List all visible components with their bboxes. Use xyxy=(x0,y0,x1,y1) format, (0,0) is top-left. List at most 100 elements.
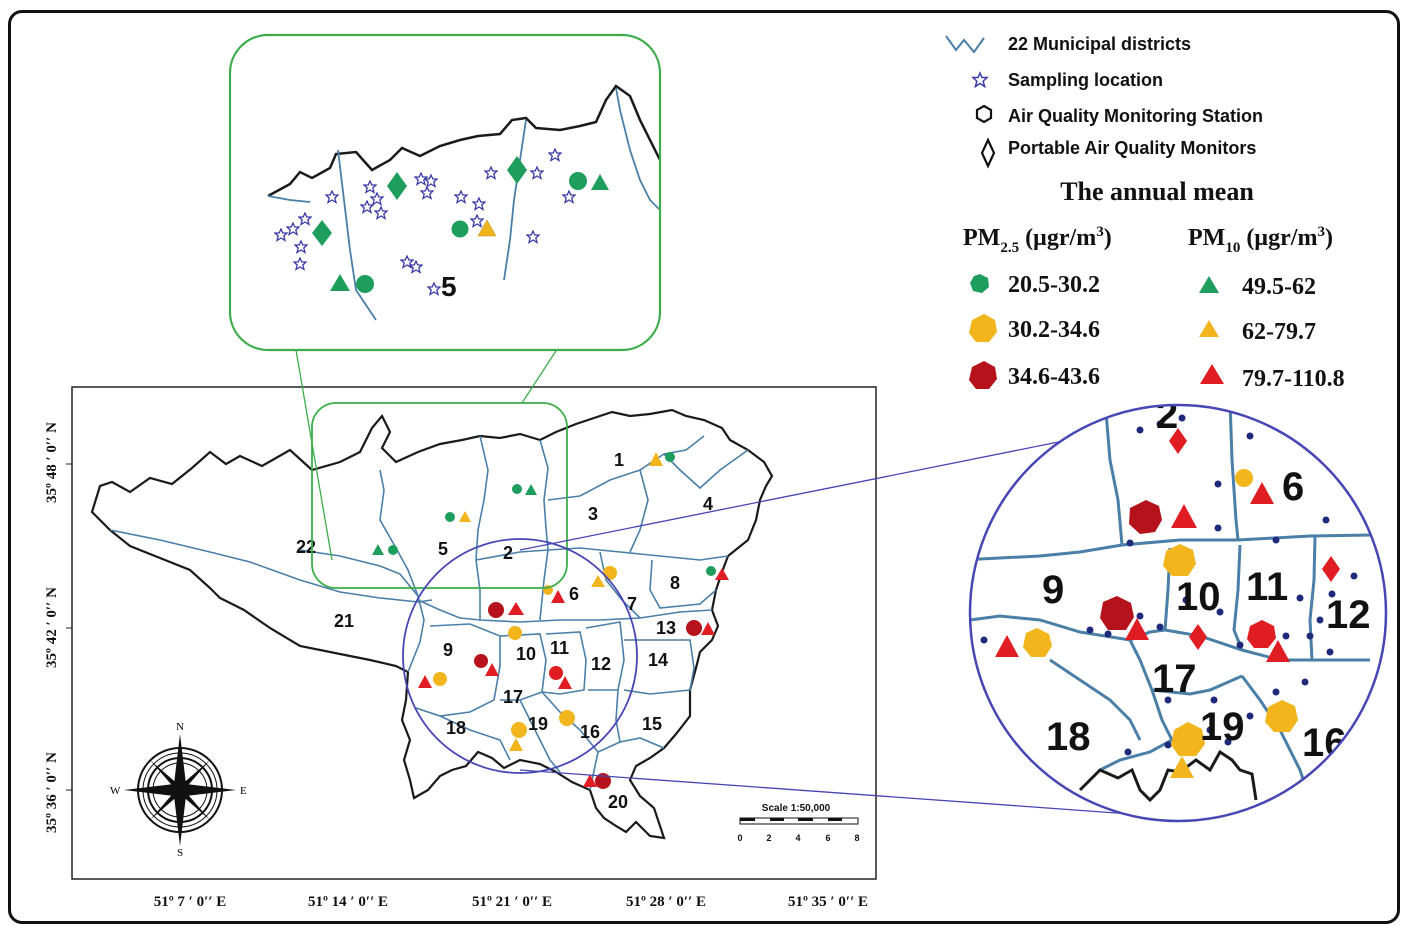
pm10-class-label: 79.7-110.8 xyxy=(1242,366,1345,392)
scale-title: Scale 1:50,000 xyxy=(762,803,831,814)
pm25-marker xyxy=(388,545,398,555)
district-label: 6 xyxy=(569,584,579,604)
legend-item-label: 22 Municipal districts xyxy=(1008,34,1191,54)
pm10-marker xyxy=(649,452,663,466)
pm10-header: PM10 (µgr/m3) xyxy=(1188,224,1333,256)
pm10-class-label: 62-79.7 xyxy=(1242,319,1316,345)
pm10-marker xyxy=(558,676,572,689)
right-inset: 2 6 9 10 11 12 17 18 19 16 xyxy=(968,393,1388,823)
scale-tick: 8 xyxy=(854,833,859,843)
map-panel xyxy=(71,386,877,880)
scale-tick: 6 xyxy=(825,833,830,843)
inset-district-label: 6 xyxy=(1282,465,1304,509)
district-label: 3 xyxy=(588,504,598,524)
inset-district-label: 10 xyxy=(1176,575,1221,619)
district-label: 15 xyxy=(642,714,662,734)
pm10-marker xyxy=(583,774,597,787)
inset-district-label: 2 xyxy=(1156,393,1178,437)
pm10-class-icon xyxy=(1199,276,1219,293)
pm10-marker xyxy=(591,575,605,587)
district-label: 19 xyxy=(528,714,548,734)
district-label: 4 xyxy=(703,494,713,514)
sampling-stars xyxy=(980,414,1358,756)
pm25-class-icon xyxy=(970,274,989,293)
district-label: 21 xyxy=(334,611,354,631)
compass-rose-icon: N S E W xyxy=(110,721,247,859)
district-label: 12 xyxy=(591,654,611,674)
pm25-marker xyxy=(686,620,702,636)
scale-tick: 4 xyxy=(795,833,800,843)
pm25-marker xyxy=(603,566,617,580)
pm10-marker xyxy=(372,544,384,555)
pm25-marker xyxy=(508,626,522,640)
compass-w: W xyxy=(110,785,121,797)
pm10-marker xyxy=(508,602,524,615)
inset-district-label: 19 xyxy=(1200,705,1245,749)
pm10-marker xyxy=(525,484,537,495)
pm10-class-icon xyxy=(1199,320,1219,337)
legend-subtitle: The annual mean xyxy=(1060,177,1254,206)
pm10-marker xyxy=(715,568,729,580)
lon-label: 51º 7 ′ 0′′ E xyxy=(154,894,227,910)
latitude-labels: 35º 48 ′ 0′′ N 35º 42 ′ 0′′ N 35º 36 ′ 0… xyxy=(44,422,60,833)
pm10-marker xyxy=(418,675,432,688)
district-label: 11 xyxy=(550,638,569,658)
district-label: 22 xyxy=(296,537,316,557)
pm25-marker xyxy=(511,722,527,738)
pm25-class-icon xyxy=(969,314,997,342)
pm25-marker xyxy=(549,666,563,680)
pm10-class-label: 49.5-62 xyxy=(1242,274,1316,300)
district-label: 2 xyxy=(503,543,513,563)
longitude-labels: 51º 7 ′ 0′′ E 51º 14 ′ 0′′ E 51º 21 ′ 0′… xyxy=(154,894,868,910)
city-boundary xyxy=(90,408,774,840)
compass-e: E xyxy=(240,785,247,797)
legend-item-label: Sampling location xyxy=(1008,70,1163,90)
pm25-marker xyxy=(706,566,716,576)
district-label: 10 xyxy=(516,644,536,664)
district-label: 5 xyxy=(438,539,448,559)
pm25-marker xyxy=(433,672,447,686)
star-icon xyxy=(971,71,989,89)
pm10-marker xyxy=(701,622,715,635)
district-label: 20 xyxy=(608,792,628,812)
pm25-marker xyxy=(559,710,575,726)
zoom-circle-outline xyxy=(402,538,638,774)
zoom-box-outline xyxy=(311,402,568,589)
lat-label: 35º 42 ′ 0′′ N xyxy=(44,587,60,668)
inset-top-district-label: 5 xyxy=(441,271,457,302)
inset-district-label: 9 xyxy=(1042,568,1064,612)
district-label: 8 xyxy=(670,573,680,593)
compass-s: S xyxy=(177,847,183,859)
inset-district-label: 18 xyxy=(1046,715,1091,759)
district-label: 7 xyxy=(627,594,637,614)
inset-district-label: 11 xyxy=(1246,565,1288,609)
pm25-marker xyxy=(595,773,611,789)
scale-bar: Scale 1:50,000 0 2 4 6 8 xyxy=(737,803,859,843)
district-label: 9 xyxy=(443,640,453,660)
lat-label: 35º 48 ′ 0′′ N xyxy=(44,422,60,503)
district-line-icon xyxy=(945,35,985,54)
legend-item-label: Portable Air Quality Monitors xyxy=(1008,138,1256,158)
pm25-marker xyxy=(512,484,522,494)
legend: 22 Municipal districts Sampling location… xyxy=(945,34,1345,392)
district-label: 16 xyxy=(580,722,600,742)
pm10-marker xyxy=(551,590,565,603)
hexagon-icon xyxy=(975,104,993,124)
top-inset: 5 xyxy=(228,33,662,352)
pm25-header: PM2.5 (µgr/m3) xyxy=(963,224,1112,256)
pm10-class-icon xyxy=(1200,364,1224,384)
map-markers xyxy=(372,452,729,789)
lon-label: 51º 14 ′ 0′′ E xyxy=(308,894,388,910)
figure-frame xyxy=(8,10,1400,924)
district-label: 13 xyxy=(656,618,676,638)
district-label: 17 xyxy=(503,687,523,707)
pm25-marker xyxy=(445,512,455,522)
scale-tick: 2 xyxy=(766,833,771,843)
compass-n: N xyxy=(176,721,184,733)
district-label: 14 xyxy=(648,650,668,670)
inset-district-label: 12 xyxy=(1326,593,1371,637)
pm25-class-label: 30.2-34.6 xyxy=(1008,317,1100,343)
pm25-marker xyxy=(474,654,488,668)
pm25-class-label: 20.5-30.2 xyxy=(1008,272,1100,298)
